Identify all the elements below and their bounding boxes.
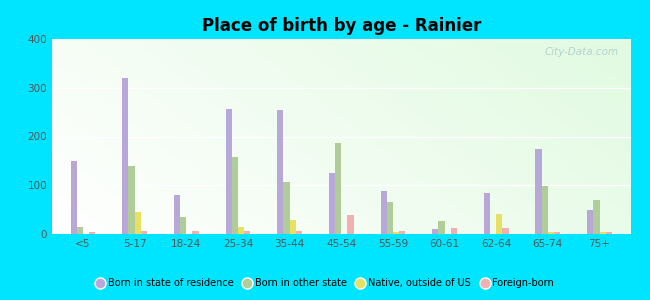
Text: City-Data.com: City-Data.com (545, 47, 619, 57)
Bar (554, 232, 560, 234)
Bar (180, 217, 187, 234)
Bar (548, 232, 554, 234)
Bar (606, 232, 612, 234)
Bar (329, 173, 335, 234)
Bar (599, 232, 606, 234)
Bar (593, 200, 599, 234)
Bar (387, 202, 393, 234)
Bar (277, 110, 283, 234)
Bar (283, 182, 290, 234)
Legend: Born in state of residence, Born in other state, Native, outside of US, Foreign-: Born in state of residence, Born in othe… (92, 274, 558, 292)
Bar (141, 231, 147, 234)
Bar (129, 166, 135, 234)
Bar (541, 186, 548, 234)
Bar (496, 214, 502, 234)
Bar (296, 231, 302, 234)
Bar (484, 193, 490, 234)
Bar (290, 220, 296, 234)
Bar (393, 232, 399, 234)
Bar (587, 210, 593, 234)
Bar (71, 161, 77, 234)
Bar (502, 228, 508, 234)
Bar (399, 231, 406, 234)
Bar (174, 195, 180, 234)
Bar (122, 78, 129, 234)
Title: Place of birth by age - Rainier: Place of birth by age - Rainier (202, 17, 481, 35)
Bar (438, 221, 445, 234)
Bar (450, 228, 457, 234)
Bar (238, 227, 244, 234)
Bar (226, 109, 232, 234)
Bar (89, 232, 96, 234)
Bar (244, 231, 250, 234)
Bar (232, 157, 238, 234)
Bar (192, 231, 199, 234)
Bar (348, 214, 354, 234)
Bar (380, 191, 387, 234)
Bar (135, 212, 141, 234)
Bar (536, 149, 541, 234)
Bar (77, 227, 83, 234)
Bar (432, 229, 438, 234)
Bar (335, 143, 341, 234)
